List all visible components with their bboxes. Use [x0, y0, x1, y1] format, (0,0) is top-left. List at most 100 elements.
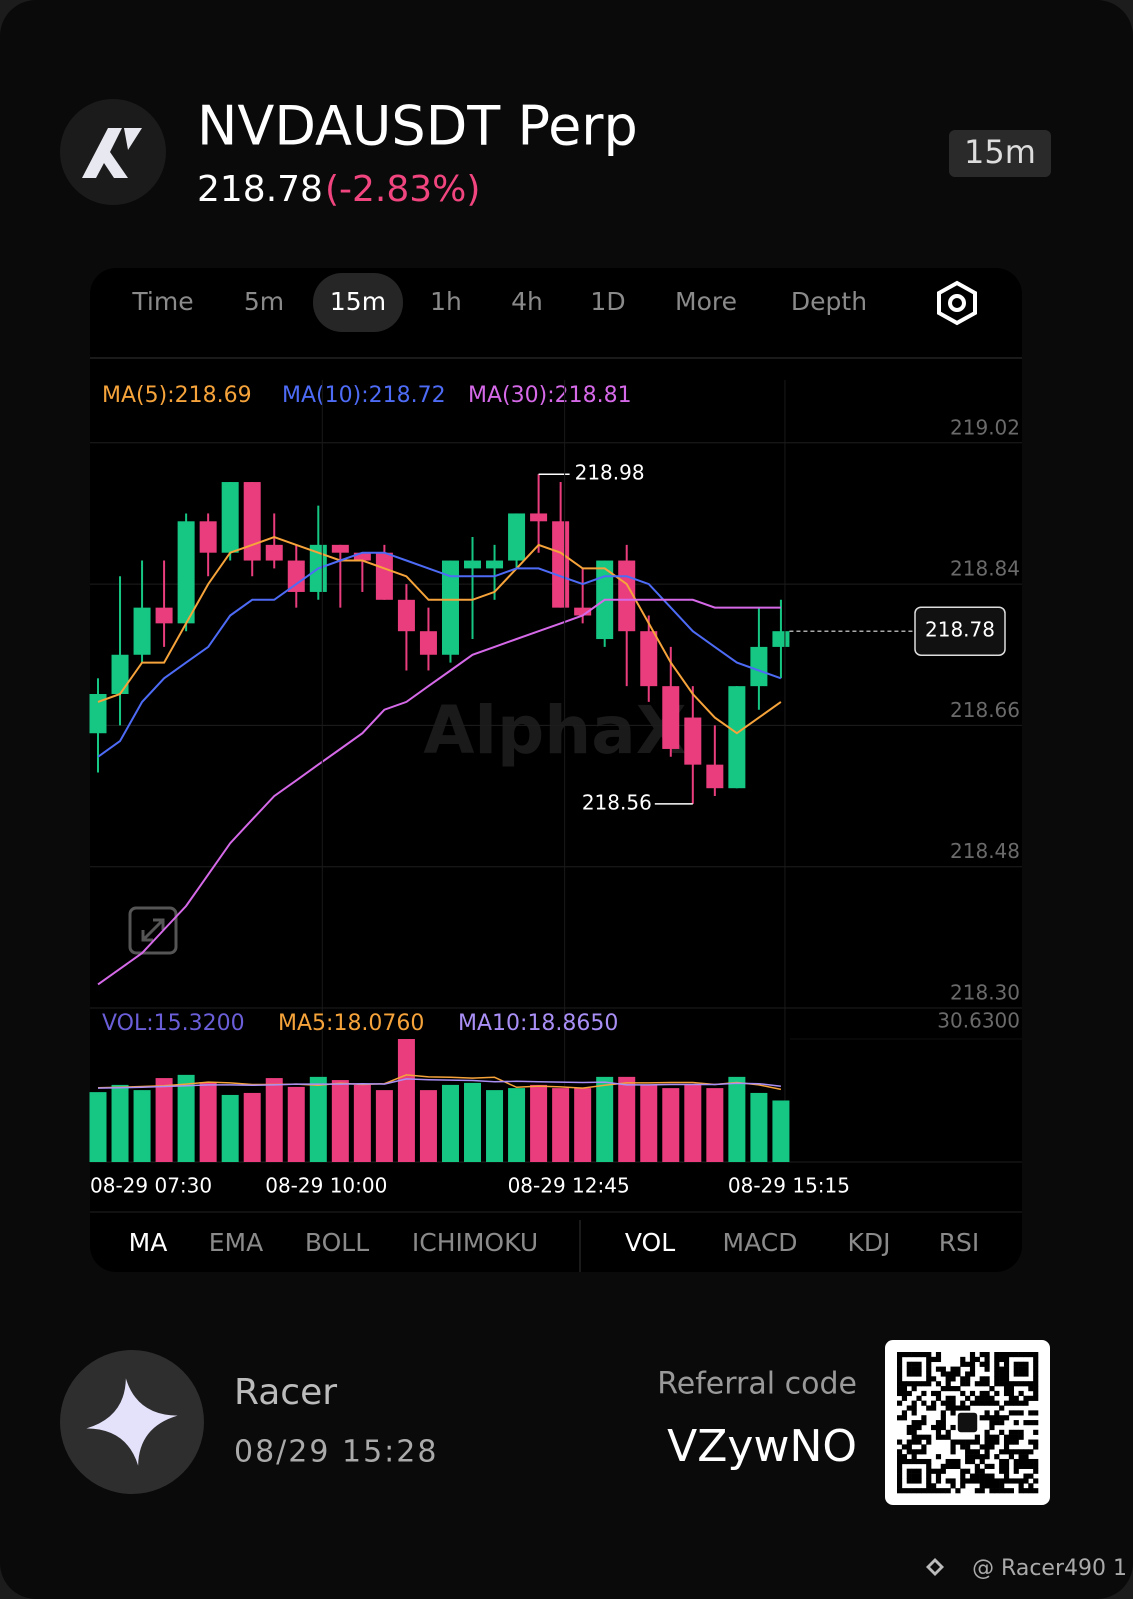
sub-indicator-tab[interactable]: MACD: [723, 1228, 798, 1257]
indicator-tab[interactable]: EMA: [209, 1228, 263, 1257]
qr-module: [897, 1376, 903, 1382]
qr-module: [984, 1415, 990, 1421]
qr-module: [965, 1395, 971, 1401]
qr-module: [931, 1400, 937, 1406]
qr-module: [974, 1449, 980, 1455]
volume-bar: [640, 1084, 658, 1162]
qr-module: [1023, 1361, 1029, 1367]
volume-bar: [574, 1088, 592, 1162]
candle-body: [111, 654, 129, 694]
qr-module: [989, 1463, 995, 1469]
qr-module: [994, 1352, 1000, 1358]
qr-module: [911, 1454, 917, 1460]
candle-body: [684, 717, 702, 765]
qr-module: [969, 1356, 976, 1363]
qr-module: [911, 1371, 917, 1377]
qr-module: [1023, 1420, 1029, 1426]
qr-module: [984, 1395, 990, 1401]
candle-body: [353, 552, 371, 561]
qr-module: [1018, 1361, 1024, 1367]
sub-indicator-tab[interactable]: VOL: [625, 1228, 675, 1257]
qr-module: [974, 1454, 980, 1460]
qr-module: [940, 1434, 946, 1440]
y-tick-label: 218.30: [950, 981, 1020, 1005]
avatar-star: [86, 1378, 178, 1466]
qr-module: [901, 1381, 908, 1387]
candle-body: [177, 521, 195, 624]
qr-module: [1013, 1434, 1019, 1440]
qr-module: [974, 1356, 980, 1363]
ma-line: [97, 551, 782, 758]
qr-module: [979, 1478, 985, 1484]
qr-module: [931, 1468, 937, 1474]
qr-module: [906, 1371, 912, 1377]
tab[interactable]: 4h: [511, 287, 543, 316]
candle-body: [155, 607, 173, 624]
qr-module: [969, 1371, 976, 1377]
qr-module: [911, 1473, 917, 1479]
tab[interactable]: 1D: [590, 287, 625, 316]
tab[interactable]: 5m: [244, 287, 284, 316]
tab[interactable]: Depth: [791, 287, 867, 316]
qr-module: [935, 1395, 942, 1401]
qr-module: [1008, 1410, 1014, 1416]
qr-module: [1013, 1395, 1019, 1401]
sub-indicator-tab[interactable]: KDJ: [847, 1228, 890, 1257]
qr-module: [901, 1395, 908, 1401]
candle-body: [265, 544, 283, 561]
last-price-label: 218.78: [925, 618, 995, 642]
interval: 15m: [964, 133, 1036, 171]
indicator-tab[interactable]: ICHIMOKU: [412, 1228, 538, 1257]
qr-module: [955, 1366, 961, 1372]
qr-module: [1033, 1429, 1039, 1435]
settings-icon[interactable]: [937, 280, 977, 326]
qr-module: [960, 1376, 966, 1382]
tab[interactable]: 1h: [430, 287, 462, 316]
qr-module: [1008, 1439, 1014, 1445]
qr-module: [1013, 1439, 1019, 1445]
qr-module: [911, 1420, 917, 1426]
indicator-tab[interactable]: BOLL: [305, 1228, 369, 1257]
qr-module: [945, 1381, 951, 1387]
qr-module: [1008, 1395, 1014, 1401]
qr-module: [1013, 1366, 1019, 1372]
qr-module: [1003, 1390, 1010, 1397]
qr-module: [911, 1434, 917, 1440]
qr-module: [940, 1410, 946, 1416]
x-tick-label: 08-29 15:15: [728, 1174, 850, 1198]
qr-module: [897, 1352, 903, 1358]
vol-legend: MA5:18.0760: [278, 1011, 424, 1036]
qr-module: [1013, 1400, 1019, 1406]
tab[interactable]: Time: [131, 287, 193, 316]
qr-module: [935, 1429, 942, 1435]
qr-module: [921, 1449, 927, 1455]
volume-bar: [287, 1086, 305, 1162]
ma-legend: MA(10):218.72: [282, 383, 446, 408]
qr-module: [1018, 1371, 1024, 1377]
y-tick-label: 218.48: [950, 839, 1020, 863]
qr-module: [999, 1463, 1005, 1469]
qr-module: [926, 1405, 932, 1411]
volume-bar: [419, 1090, 437, 1162]
qr-module: [979, 1468, 985, 1474]
qr-module: [974, 1439, 980, 1445]
qr-module: [999, 1429, 1005, 1435]
qr-module: [1033, 1444, 1039, 1450]
sub-indicator-tab[interactable]: RSI: [939, 1228, 980, 1257]
qr-module: [1018, 1400, 1024, 1406]
indicator-tab[interactable]: MA: [129, 1228, 168, 1257]
vol-legend: MA10:18.8650: [458, 1011, 618, 1036]
qr-module: [940, 1424, 946, 1431]
qr-module: [994, 1381, 1000, 1387]
tab[interactable]: 15m: [330, 287, 386, 316]
qr-module: [1003, 1434, 1010, 1440]
y-tick-label: 218.66: [950, 698, 1020, 722]
qr-module: [1003, 1386, 1010, 1392]
qr-module: [916, 1366, 922, 1372]
fullscreen-icon[interactable]: [128, 906, 178, 955]
qr-module: [911, 1488, 917, 1494]
tab[interactable]: More: [675, 287, 737, 316]
qr-module: [969, 1366, 976, 1372]
qr-module: [906, 1444, 912, 1450]
